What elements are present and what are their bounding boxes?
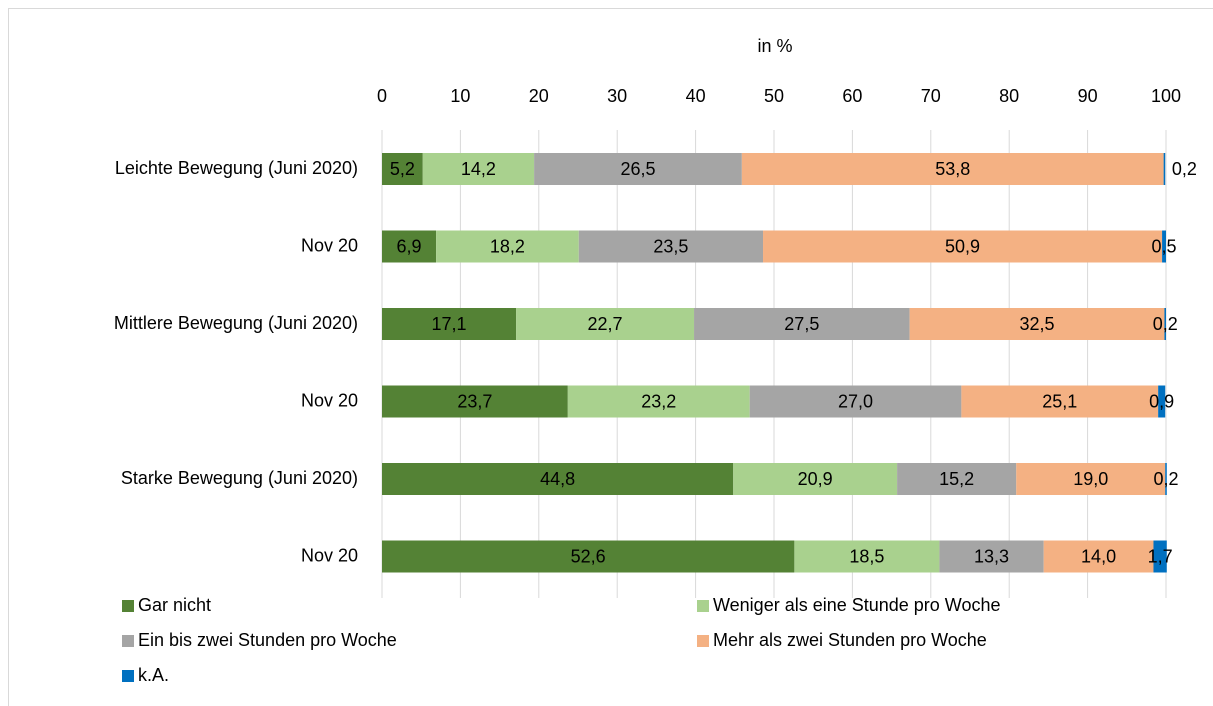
x-tick-label: 50	[764, 86, 784, 106]
bar-segment	[1153, 540, 1167, 573]
bar-segment	[1043, 540, 1154, 573]
bar-segment	[382, 230, 437, 263]
bar-segment	[694, 308, 910, 340]
y-tick-label: Starke Bewegung (Juni 2020)	[121, 468, 358, 488]
legend-label: Gar nicht	[138, 595, 211, 615]
data-label: 50,9	[945, 236, 980, 256]
bar-segment	[534, 153, 742, 185]
bar-segment	[578, 230, 764, 263]
chart-border	[8, 8, 1213, 706]
legend-swatch	[122, 635, 134, 647]
data-label: 13,3	[974, 546, 1009, 566]
bar-segment	[909, 308, 1165, 340]
legend-swatch	[122, 600, 134, 612]
data-label: 15,2	[939, 469, 974, 489]
data-label: 23,2	[641, 391, 676, 411]
legend-swatch	[122, 670, 134, 682]
bar-segment	[733, 463, 898, 495]
data-label: 0,2	[1153, 314, 1178, 334]
data-label: 53,8	[935, 159, 970, 179]
data-label: 0,9	[1149, 391, 1174, 411]
x-tick-label: 40	[686, 86, 706, 106]
legend-swatch	[697, 600, 709, 612]
bar-segment	[1016, 463, 1166, 495]
bar-segment	[794, 540, 940, 573]
y-tick-label: Leichte Bewegung (Juni 2020)	[115, 158, 358, 178]
data-label: 26,5	[620, 159, 655, 179]
bar-segment	[382, 153, 423, 185]
data-label: 22,7	[588, 314, 623, 334]
data-label: 1,7	[1148, 546, 1173, 566]
data-label: 18,2	[490, 236, 525, 256]
data-label: 52,6	[571, 546, 606, 566]
data-label: 14,0	[1081, 546, 1116, 566]
bar-segment	[1165, 463, 1167, 495]
y-tick-label: Nov 20	[301, 390, 358, 410]
bar-segment	[763, 230, 1163, 263]
bar-segment	[422, 153, 535, 185]
x-tick-label: 10	[450, 86, 470, 106]
data-label: 23,5	[653, 236, 688, 256]
data-label: 44,8	[540, 469, 575, 489]
x-tick-label: 70	[921, 86, 941, 106]
data-label: 27,0	[838, 391, 873, 411]
data-label: 32,5	[1020, 314, 1055, 334]
data-label: 27,5	[784, 314, 819, 334]
bar-segment	[1163, 153, 1166, 185]
data-label: 0,2	[1172, 159, 1197, 179]
data-label: 5,2	[390, 159, 415, 179]
bar-segment	[382, 540, 795, 573]
legend-label: Mehr als zwei Stunden pro Woche	[713, 630, 987, 650]
bar-segment	[939, 540, 1044, 573]
bar-segment	[1164, 308, 1166, 340]
bar-segment	[567, 385, 750, 418]
bar-segment	[961, 385, 1159, 418]
y-tick-label: Nov 20	[301, 235, 358, 255]
bar-segment	[516, 308, 695, 340]
data-label: 18,5	[849, 546, 884, 566]
data-label: 0,5	[1152, 236, 1177, 256]
x-tick-label: 60	[842, 86, 862, 106]
data-label: 25,1	[1042, 391, 1077, 411]
x-tick-label: 20	[529, 86, 549, 106]
data-label: 0,2	[1153, 469, 1178, 489]
axis-title: in %	[757, 36, 792, 56]
data-label: 6,9	[397, 236, 422, 256]
bar-segment	[741, 153, 1164, 185]
data-label: 14,2	[461, 159, 496, 179]
bar-segment	[897, 463, 1017, 495]
data-label: 17,1	[432, 314, 467, 334]
y-tick-label: Nov 20	[301, 545, 358, 565]
legend-label: Weniger als eine Stunde pro Woche	[713, 595, 1001, 615]
bar-segment	[436, 230, 579, 263]
x-tick-label: 80	[999, 86, 1019, 106]
bar-segment	[1162, 230, 1166, 263]
data-label: 23,7	[457, 391, 492, 411]
bar-segment	[382, 385, 568, 418]
x-tick-label: 30	[607, 86, 627, 106]
legend-label: Ein bis zwei Stunden pro Woche	[138, 630, 397, 650]
legend-swatch	[697, 635, 709, 647]
data-label: 19,0	[1073, 469, 1108, 489]
bar-segment	[1158, 385, 1166, 418]
x-tick-label: 90	[1078, 86, 1098, 106]
bar-segment	[749, 385, 962, 418]
legend-label: k.A.	[138, 665, 169, 685]
data-label: 20,9	[798, 469, 833, 489]
x-tick-label: 100	[1151, 86, 1181, 106]
x-tick-label: 0	[377, 86, 387, 106]
bar-segment	[382, 308, 517, 340]
bar-segment	[382, 463, 734, 495]
y-tick-label: Mittlere Bewegung (Juni 2020)	[114, 313, 358, 333]
